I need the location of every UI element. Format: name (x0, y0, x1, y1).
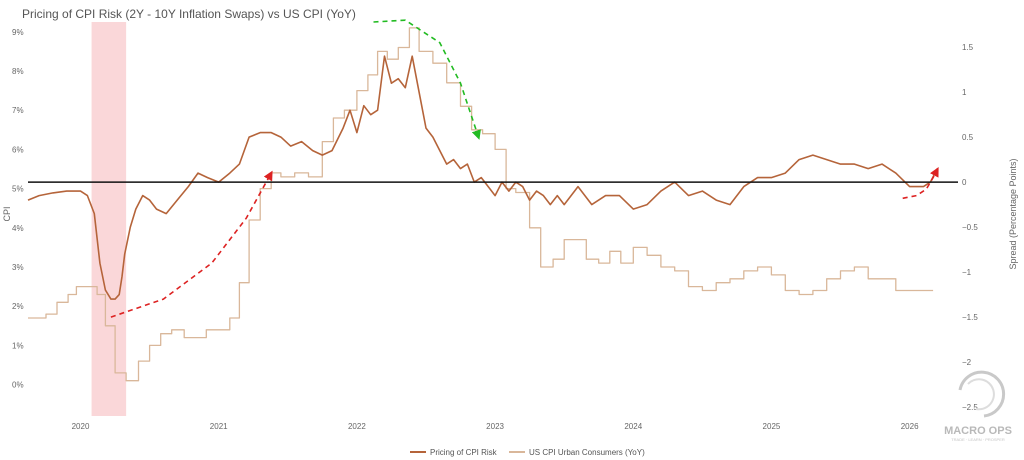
x-tick-label: 2021 (210, 422, 228, 431)
y2-tick-label: −0.5 (962, 223, 978, 232)
annotation-arrow-3 (902, 166, 939, 200)
legend-item-cpi-risk[interactable]: Pricing of CPI Risk (410, 448, 498, 457)
y2-tick-label: 0 (962, 178, 967, 187)
y-tick-label: 9% (12, 28, 24, 37)
x-tick-label: 2024 (624, 422, 642, 431)
y-tick-label: 0% (12, 381, 24, 390)
y2-tick-label: 1.5 (962, 43, 974, 52)
x-tick-label: 2023 (486, 422, 504, 431)
x-tick-label: 2020 (72, 422, 90, 431)
macro-ops-logo: MACRO OPS TRADE · LEARN · PROSPER (944, 370, 1012, 442)
logo-tagline: TRADE · LEARN · PROSPER (951, 437, 1005, 442)
y2-tick-label: 0.5 (962, 133, 974, 142)
y-tick-label: 1% (12, 341, 24, 350)
y-tick-label: 4% (12, 224, 24, 233)
x-tick-label: 2026 (901, 422, 919, 431)
y-axis-label: CPI (2, 206, 12, 221)
y-tick-label: 6% (12, 145, 24, 154)
x-tick-label: 2025 (763, 422, 781, 431)
y-tick-label: 7% (12, 106, 24, 115)
annotation-arrow-1 (110, 170, 273, 318)
series-line-cpi-risk (27, 55, 939, 300)
y-tick-label: 2% (12, 302, 24, 311)
y2-tick-label: −2.5 (962, 403, 978, 412)
chart-title: Pricing of CPI Risk (2Y - 10Y Inflation … (22, 7, 356, 21)
logo-text: MACRO OPS (944, 425, 1012, 437)
y2-tick-label: 1 (962, 88, 967, 97)
annotation-arrow-2 (373, 19, 481, 140)
y2-tick-label: −1 (962, 268, 972, 277)
logo-swirl (958, 370, 1006, 418)
chart-plot-area: 2020 2021 2022 2023 2024 2025 2026 0% 1% 2% 3% 4% 5… (2, 19, 1018, 442)
legend-label-cpi-risk: Pricing of CPI Risk (430, 448, 498, 457)
legend-item-us-cpi[interactable]: US CPI Urban Consumers (YoY) (509, 448, 645, 457)
series-line-us-cpi (28, 27, 934, 382)
y2-axis-label: Spread (Percentage Points) (1008, 158, 1018, 269)
logo-swirl-inner (967, 378, 995, 411)
y2-tick-label: −1.5 (962, 313, 978, 322)
legend-label-us-cpi: US CPI Urban Consumers (YoY) (529, 448, 645, 457)
y-tick-label: 5% (12, 185, 24, 194)
x-tick-label: 2022 (348, 422, 366, 431)
chart-legend: Pricing of CPI Risk US CPI Urban Consume… (410, 448, 645, 457)
y2-tick-label: −2 (962, 358, 972, 367)
y-tick-label: 3% (12, 263, 24, 272)
y-tick-label: 8% (12, 67, 24, 76)
recession-shade (91, 22, 127, 416)
